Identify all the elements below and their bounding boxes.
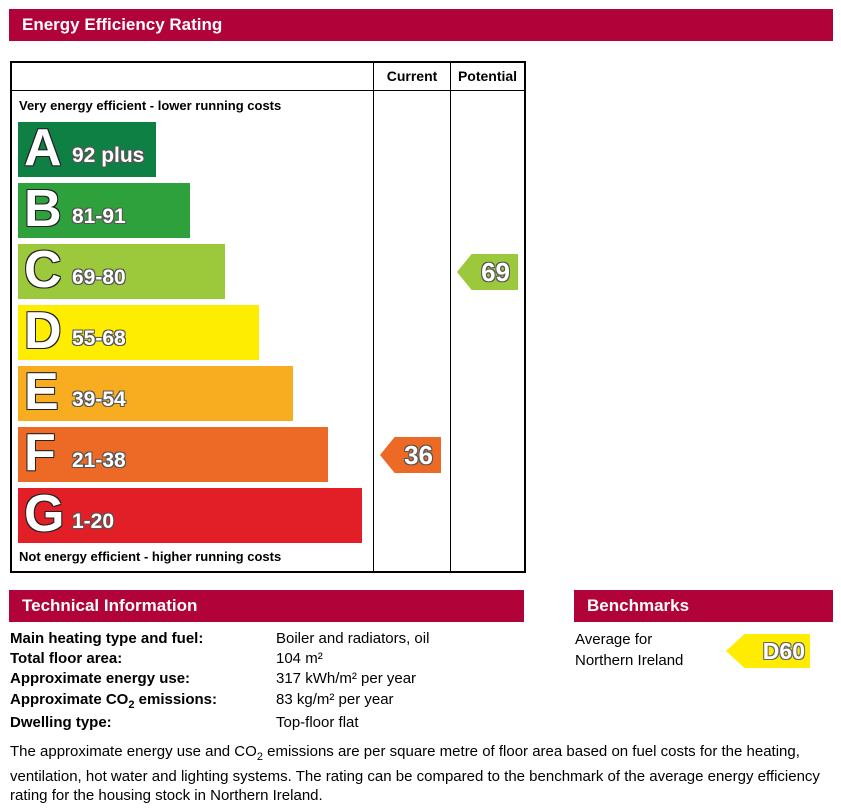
- benchmark-rating-value: D60: [762, 638, 805, 664]
- co2-label-post: emissions:: [134, 691, 218, 708]
- tech-row-co2: Approximate CO2 emissions: 83 kg/m² per …: [10, 691, 530, 711]
- energy-rating-chart: Current Potential Very energy efficient …: [10, 61, 526, 573]
- band-range-g: 1-20: [72, 510, 115, 533]
- tech-row-floor-area: Total floor area: 104 m²: [10, 650, 530, 670]
- column-header-potential: Potential: [457, 68, 518, 84]
- technical-info-title: Technical Information: [22, 596, 198, 615]
- dwelling-label: Dwelling type:: [10, 714, 112, 731]
- bottom-efficiency-label: Not energy efficient - higher running co…: [19, 549, 282, 564]
- band-letter-e: E: [24, 366, 59, 421]
- band-b: B 81-91: [18, 183, 190, 238]
- column-header-current: Current: [386, 68, 438, 84]
- co2-value: 83 kg/m² per year: [276, 691, 394, 708]
- band-g: G 1-20: [18, 488, 362, 543]
- band-letter-c: C: [24, 244, 62, 299]
- footnote: The approximate energy use and CO2 emiss…: [10, 742, 830, 805]
- benchmark-line-1: Average for: [575, 631, 653, 648]
- co2-label-pre: Approximate CO: [10, 691, 129, 708]
- benchmark-rating-arrow: D60: [726, 634, 810, 668]
- column-divider-current: [373, 63, 374, 571]
- energy-rating-title: Energy Efficiency Rating: [22, 15, 223, 34]
- band-c: C 69-80: [18, 244, 225, 299]
- column-divider-potential: [450, 63, 451, 571]
- energy-use-value: 317 kWh/m² per year: [276, 670, 417, 687]
- potential-rating-arrow: 69: [457, 254, 518, 290]
- footnote-post: emissions are per square metre of floor …: [10, 743, 820, 804]
- band-letter-f: F: [24, 427, 56, 482]
- band-range-e: 39-54: [72, 388, 126, 411]
- current-rating-value: 36: [404, 440, 433, 470]
- benchmark-description: Average for Northern Ireland: [575, 629, 715, 671]
- band-range-b: 81-91: [72, 205, 126, 228]
- band-f: F 21-38: [18, 427, 328, 482]
- header-divider: [12, 90, 524, 91]
- band-range-c: 69-80: [72, 266, 126, 289]
- energy-use-label: Approximate energy use:: [10, 670, 191, 687]
- band-letter-a: A: [24, 122, 62, 177]
- heating-value: Boiler and radiators, oil: [276, 630, 430, 647]
- band-range-d: 55-68: [72, 327, 126, 350]
- current-rating-arrow: 36: [380, 437, 441, 473]
- footnote-subscript: 2: [256, 751, 263, 763]
- band-range-f: 21-38: [72, 449, 126, 472]
- benchmarks-header: Benchmarks: [574, 590, 833, 622]
- tech-row-energy-use: Approximate energy use: 317 kWh/m² per y…: [10, 670, 530, 690]
- band-a: A 92 plus: [18, 122, 156, 177]
- floor-area-value: 104 m²: [276, 650, 323, 667]
- benchmarks-title: Benchmarks: [587, 596, 690, 615]
- energy-rating-header: Energy Efficiency Rating: [9, 9, 833, 41]
- top-efficiency-label: Very energy efficient - lower running co…: [19, 98, 282, 113]
- footnote-pre: The approximate energy use and CO: [10, 743, 257, 760]
- heating-label: Main heating type and fuel:: [10, 630, 204, 647]
- band-letter-g: G: [24, 488, 65, 543]
- band-letter-d: D: [24, 305, 62, 360]
- technical-info-header: Technical Information: [9, 590, 524, 622]
- potential-rating-value: 69: [481, 257, 510, 287]
- band-d: D 55-68: [18, 305, 259, 360]
- floor-area-label: Total floor area:: [10, 650, 123, 667]
- tech-row-heating: Main heating type and fuel: Boiler and r…: [10, 630, 530, 650]
- band-range-a: 92 plus: [72, 144, 145, 167]
- band-letter-b: B: [24, 183, 62, 238]
- benchmark-line-2: Northern Ireland: [575, 652, 684, 669]
- co2-label-subscript: 2: [128, 699, 135, 711]
- tech-row-dwelling: Dwelling type: Top-floor flat: [10, 714, 530, 734]
- dwelling-value: Top-floor flat: [276, 714, 359, 731]
- band-e: E 39-54: [18, 366, 293, 421]
- co2-label: Approximate CO2 emissions:: [10, 691, 217, 711]
